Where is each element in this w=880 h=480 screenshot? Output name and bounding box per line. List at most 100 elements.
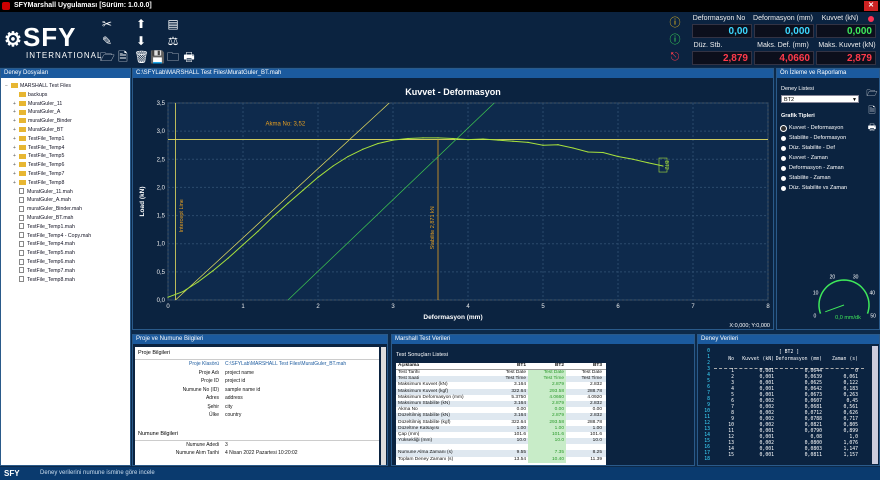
table-row[interactable]: Akma No 0.00 0.00 0.00 (396, 407, 606, 414)
radio-icon[interactable] (781, 125, 786, 131)
tree-file[interactable]: TestFile_Temp6.mah (3, 258, 128, 267)
scrollbar[interactable] (872, 346, 878, 464)
close-button[interactable]: ✕ (864, 1, 878, 11)
table-row[interactable]: Maksimum Kuvvet (kgf) 322.64 293.58 288.78 (396, 388, 606, 395)
radio-icon[interactable] (781, 135, 786, 141)
tree-file[interactable]: muratGuler_Binder.mah (3, 205, 128, 214)
tree-file[interactable]: TestFile_Temp4.mah (3, 240, 128, 249)
scissors-icon[interactable]: ✂ (101, 17, 113, 31)
table-row[interactable]: Maksimum Kuvvet (kN) 3.164 2.879 2.832 (396, 382, 606, 389)
trash-icon[interactable]: 🗑 (134, 50, 150, 64)
tree-folder[interactable]: + MuratGuler_A (3, 108, 128, 117)
info-icon[interactable]: ⓘ (669, 17, 681, 29)
document-icon[interactable]: 🗎 (868, 105, 876, 115)
expand-icon[interactable]: + (13, 100, 16, 107)
expand-icon[interactable]: + (13, 135, 16, 142)
table-row[interactable]: Düzeltme Katsayısı 1.00 1.00 1.00 (396, 425, 606, 432)
wrench-icon[interactable]: ✎ (101, 34, 113, 48)
expand-icon[interactable]: + (13, 179, 16, 186)
table-row[interactable]: Test Saati Test Time Test Time Test Time (396, 376, 606, 383)
chart-type-radio[interactable]: Düz. Stabilite vs Zaman (781, 183, 847, 193)
tree-file[interactable]: TestFile_Temp1.mah (3, 223, 128, 232)
tree-file[interactable]: TestFile_Temp8.mah (3, 276, 128, 285)
data-row[interactable]: 11 0,001 0,0790 0,899 (714, 429, 864, 435)
table-row[interactable]: Yüksekliği (mm) 10.0 10.0 10.0 (396, 438, 606, 445)
table-row[interactable]: Toplam Deney Zamanı (s) 13.54 10.40 11.39 (396, 456, 606, 463)
tree-file[interactable]: TestFile_Temp4 - Copy.mah (3, 232, 128, 241)
data-row[interactable]: 2 0,001 0,0639 0,061 (714, 375, 864, 381)
expand-icon[interactable]: + (13, 144, 16, 151)
tree-folder[interactable]: + TestFile_Temp7 (3, 170, 128, 179)
table-row[interactable]: Düzeltilmiş Stabilite (kN) 3.164 2.879 2.83… (396, 413, 606, 420)
data-row[interactable]: 14 0,001 0,0803 1,147 (714, 447, 864, 453)
folder-open-icon[interactable]: 🗁 (866, 88, 878, 98)
exit-icon[interactable]: ⎋ (670, 51, 680, 63)
expand-icon[interactable]: + (13, 126, 16, 133)
force-deformation-chart[interactable]: Kuvvet - Deformasyon 0 1 2 3 4 5 6 7 8 0,0 0,5 1,0 1,… (133, 78, 773, 330)
scale-icon[interactable]: ⚖ (167, 34, 179, 48)
table-row[interactable]: Maksimum Deformasyon (mm) 5.3750 4.0660 4.0… (396, 394, 606, 401)
chart-type-radio[interactable]: Kuvvet - Deformasyon (781, 123, 847, 133)
data-row[interactable]: 8 0,002 0,0712 0,626 (714, 411, 864, 417)
data-row[interactable]: 10 0,002 0,0821 0,805 (714, 423, 864, 429)
tree-folder[interactable]: + MuratGuler_11 (3, 100, 128, 109)
chart-type-radio[interactable]: Stabilite - Deformasyon (781, 133, 847, 143)
document-list-icon[interactable]: ▤ (167, 17, 179, 31)
folder-copy-icon[interactable]: 🗀 (166, 50, 179, 64)
tree-folder[interactable]: + muratGuler_Binder (3, 117, 128, 126)
arrow-up-icon[interactable]: ⬆ (135, 17, 147, 31)
radio-icon[interactable] (781, 155, 786, 161)
expand-icon[interactable]: + (13, 170, 16, 177)
tree-file[interactable]: MuratGuler_11.mah (3, 188, 128, 197)
tree-folder[interactable]: + TestFile_Temp8 (3, 179, 128, 188)
expand-icon[interactable]: + (13, 153, 16, 160)
table-row[interactable]: Çap (mm) 101.6 101.6 101.6 (396, 431, 606, 439)
test-select[interactable]: BT2 ▼ (781, 95, 859, 103)
data-row[interactable]: 15 0,001 0,0811 1,157 (714, 453, 864, 459)
expand-icon[interactable]: + (13, 118, 16, 125)
chart-type-radio[interactable]: Stabilite - Zaman (781, 173, 847, 183)
tree-file[interactable]: MuratGuler_BT.mah (3, 214, 128, 223)
chart-type-radio[interactable]: Deformasyon - Zaman (781, 163, 847, 173)
printer-icon[interactable]: 🖶 (867, 122, 877, 132)
table-row[interactable]: Düzeltilmiş Stabilite (kgf) 322.64 293.58 2… (396, 419, 606, 426)
table-row[interactable]: Numune Alma Zamanı (s) 9.55 7.35 8.25 (396, 450, 606, 457)
help-icon[interactable]: ⓘ (669, 34, 681, 46)
expand-icon[interactable]: + (13, 162, 16, 169)
tree-folder[interactable]: + TestFile_Temp1 (3, 135, 128, 144)
data-row[interactable]: 12 0,001 0,08 1,0 (714, 435, 864, 441)
data-row[interactable]: 9 0,002 0,0788 0,717 (714, 417, 864, 423)
table-row[interactable]: Maksimum Stabilite (kN) 3.164 2.879 2.832 (396, 400, 606, 408)
data-row[interactable]: 5 0,001 0,0673 0,263 (714, 393, 864, 399)
scrollbar[interactable] (381, 347, 386, 465)
tree-folder[interactable]: + TestFile_Temp6 (3, 161, 128, 170)
data-row[interactable]: 1 0,001 0,0644 0 (714, 369, 864, 375)
tree-file[interactable]: TestFile_Temp7.mah (3, 267, 128, 276)
expand-icon[interactable]: − (5, 83, 8, 89)
data-row[interactable]: 13 0,002 0,0800 1,076 (714, 441, 864, 447)
radio-icon[interactable] (781, 175, 786, 181)
data-row[interactable]: 6 0,002 0,0607 0,45 (714, 399, 864, 405)
arrow-down-icon[interactable]: ⬇ (135, 34, 147, 48)
radio-icon[interactable] (781, 165, 786, 171)
tree-folder[interactable]: backups (3, 91, 128, 100)
tree-folder[interactable]: + TestFile_Temp4 (3, 144, 128, 153)
tree-file[interactable]: TestFile_Temp5.mah (3, 249, 128, 258)
chart-type-radio[interactable]: Kuvvet - Zaman (781, 153, 847, 163)
tree-file[interactable]: MuratGuler_A.mah (3, 196, 128, 205)
radio-icon[interactable] (781, 185, 786, 191)
save-icon[interactable]: 💾 (150, 50, 165, 64)
expand-icon[interactable]: + (13, 109, 16, 116)
printer-icon[interactable]: 🖶 (183, 50, 195, 64)
tree-folder[interactable]: + MuratGuler_BT (3, 126, 128, 135)
folder-open-icon[interactable]: 🗁 (100, 50, 115, 64)
radio-icon[interactable] (781, 145, 786, 151)
data-row[interactable]: 3 0,001 0,0625 0,122 (714, 381, 864, 387)
tree-folder[interactable]: − MARSHALL Test Files (3, 82, 128, 91)
data-row[interactable]: 7 0,002 0,0681 0,561 (714, 405, 864, 411)
tree-folder[interactable]: + TestFile_Temp5 (3, 152, 128, 161)
table-row[interactable] (396, 444, 606, 451)
chart-type-radio[interactable]: Düz. Stabilite - Def (781, 143, 847, 153)
data-row[interactable]: 4 0,001 0,0642 0,183 (714, 387, 864, 393)
document-icon[interactable]: 🗎 (118, 50, 128, 64)
